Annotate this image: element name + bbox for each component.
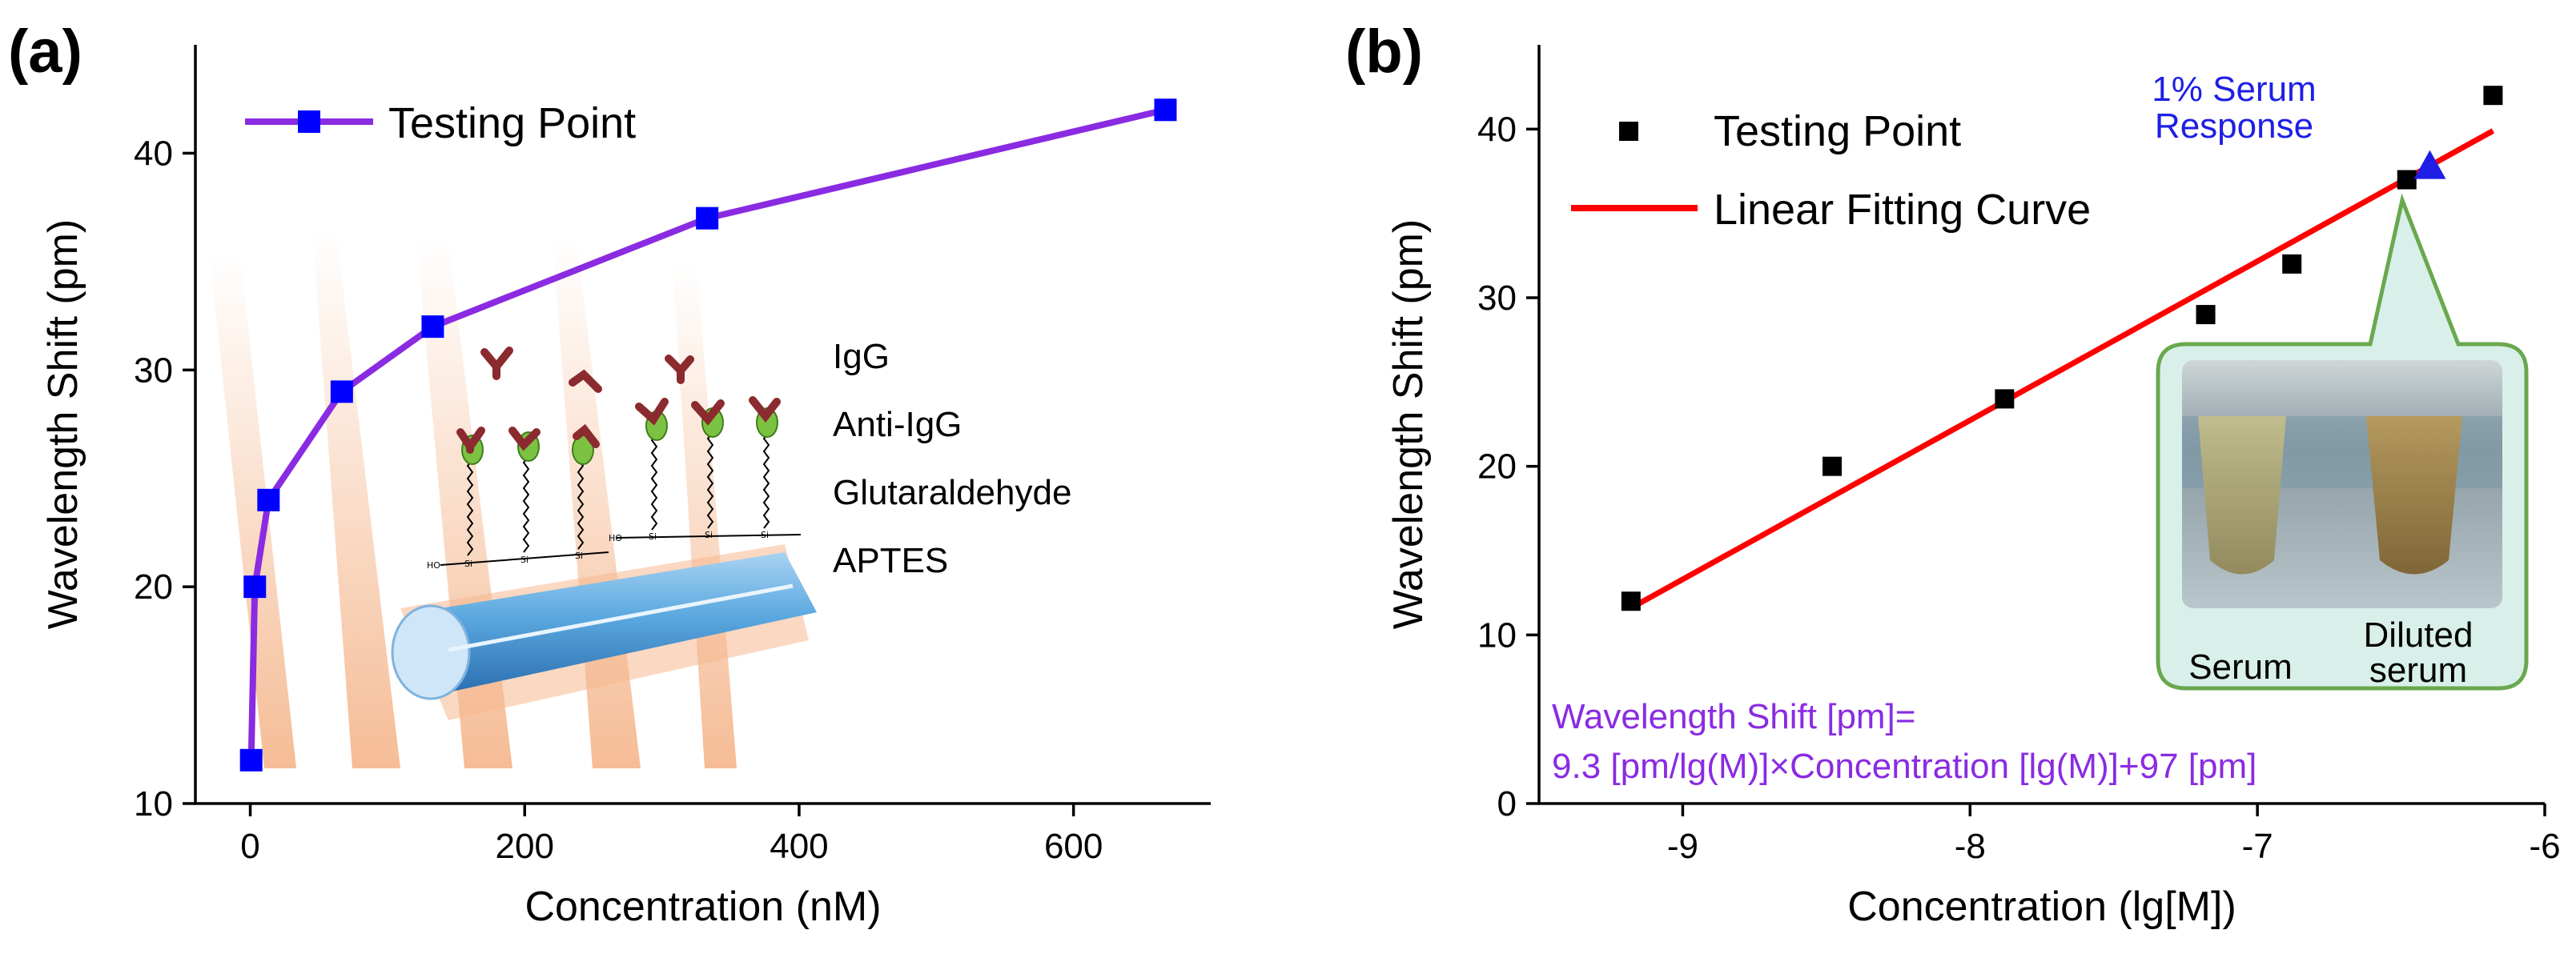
chem-si-3: Si <box>575 551 583 561</box>
panel-b-serum-response-point <box>2413 150 2446 179</box>
a-x-tick-label-1: 200 <box>496 827 554 866</box>
panel-a-x-ticks <box>248 804 1075 816</box>
layer-label-igg: IgG <box>833 337 890 376</box>
legend-a-label: Testing Point <box>388 99 636 147</box>
panel-b-series-linear-fit <box>1630 128 2495 611</box>
panel-b-point-3 <box>2196 305 2216 325</box>
panel-b-x-axis-label: Concentration (lg[M]) <box>1847 884 2236 930</box>
fiber-core-line <box>448 583 794 652</box>
panel-a-point-0 <box>239 748 263 772</box>
panel-a-label: (a) <box>8 18 82 86</box>
panel-b-x-tick-labels: -9 -8 -7 -6 <box>1667 827 2561 866</box>
a-y-tick-label-3: 40 <box>134 134 173 173</box>
panel-b: (b) -9 -8 -7 -6 0 10 20 30 40 Concentration (lg… <box>1345 18 2561 930</box>
b-y-tick-label-3: 30 <box>1477 279 1517 318</box>
panel-b-fit-line <box>1630 128 2495 611</box>
panel-a-series-testing-point <box>239 98 1177 772</box>
a-x-tick-label-0: 0 <box>240 827 259 866</box>
panel-b-point-2 <box>1995 389 2015 409</box>
chem-si-6: Si <box>761 530 769 540</box>
legend-b-fit-label: Linear Fitting Curve <box>1714 186 2091 234</box>
panel-a: (a) HO Si Si Si HO Si Si Si <box>8 18 1211 930</box>
panel-b-series-testing-point <box>1621 86 2503 611</box>
panel-b-label: (b) <box>1345 18 1423 86</box>
panel-b-legend: Testing Point Linear Fitting Curve <box>1571 107 2091 234</box>
light-beam-5 <box>673 264 737 768</box>
optical-fiber-end <box>391 604 471 700</box>
silane-backbone-2 <box>616 534 802 539</box>
a-x-tick-label-3: 600 <box>1044 827 1103 866</box>
b-x-tick-label-1: -8 <box>1955 827 1986 866</box>
panel-a-x-tick-labels: 0 200 400 600 <box>240 827 1103 866</box>
serum-response-label-line-1: 1% Serum <box>2152 70 2316 109</box>
panel-a-point-6 <box>1154 98 1177 122</box>
panel-b-point-0 <box>1621 591 1641 611</box>
chem-si-2: Si <box>520 555 528 565</box>
b-y-tick-label-4: 40 <box>1477 110 1517 149</box>
silane-backbone <box>440 551 609 566</box>
panel-b-point-6 <box>2483 86 2503 106</box>
b-y-tick-label-1: 10 <box>1477 615 1517 655</box>
a-y-tick-label-2: 30 <box>134 351 173 390</box>
layer-label-glutaraldehyde: Glutaraldehyde <box>833 473 1071 512</box>
inset-layer-labels: IgG Anti-IgG Glutaraldehyde APTES <box>833 337 1071 580</box>
panel-a-y-ticks <box>183 151 195 805</box>
b-y-tick-label-0: 0 <box>1497 784 1517 824</box>
fiber-biofunctionalization-illustration: HO Si Si Si HO Si Si Si <box>210 232 817 768</box>
layer-label-aptes: APTES <box>833 541 948 580</box>
chem-si-1: Si <box>464 559 472 569</box>
fit-equation-line-2: 9.3 [pm/lg(M)]×Concentration [lg(M)]+97 … <box>1552 747 2257 786</box>
legend-b-testing-point-label: Testing Point <box>1714 107 1961 155</box>
anti-igg-group <box>461 407 778 465</box>
linker-chains <box>466 431 770 556</box>
panel-a-y-tick-labels: 10 20 30 40 <box>134 134 173 824</box>
panel-a-x-axis-label: Concentration (nM) <box>524 884 881 930</box>
panel-a-point-3 <box>330 380 353 403</box>
panel-b-y-ticks <box>1526 127 1539 805</box>
b-x-tick-label-0: -9 <box>1667 827 1698 866</box>
tube-label-serum: Serum <box>2188 647 2293 687</box>
chem-ho-1: HO <box>427 560 440 571</box>
diluted-serum-tube <box>2366 416 2462 575</box>
b-y-tick-label-2: 20 <box>1477 447 1517 487</box>
panel-a-point-2 <box>257 488 280 511</box>
chem-si-4: Si <box>649 531 657 542</box>
tube-label-diluted: Diluted <box>2364 615 2474 655</box>
igg-antibody-group <box>456 347 781 454</box>
a-y-tick-label-1: 20 <box>134 567 173 607</box>
panel-a-point-5 <box>696 206 719 230</box>
legend-a-marker-sample <box>298 110 320 133</box>
panel-b-y-axis-label: Wavelength Shift (pm) <box>1385 219 1432 629</box>
b-x-tick-label-2: -7 <box>2242 827 2273 866</box>
a-x-tick-label-2: 400 <box>770 827 828 866</box>
serum-tube <box>2198 416 2286 575</box>
panel-a-point-1 <box>243 575 267 599</box>
panel-b-point-5 <box>2397 170 2417 190</box>
serum-photo-callout: Serum Diluted serum <box>2156 193 2529 691</box>
light-beam-1 <box>210 256 296 768</box>
panel-a-point-4 <box>421 315 444 339</box>
panel-b-point-4 <box>2282 254 2302 274</box>
panel-b-x-ticks <box>1681 804 2546 816</box>
tube-label-diluted-serum: serum <box>2369 651 2467 690</box>
a-y-tick-label-0: 10 <box>134 784 173 824</box>
optical-fiber-body <box>416 552 817 692</box>
chem-ho-2: HO <box>609 533 622 543</box>
chem-si-5: Si <box>705 530 713 540</box>
legend-b-marker-sample <box>1619 122 1638 141</box>
layer-label-anti-igg: Anti-IgG <box>833 405 962 444</box>
fit-equation-line-1: Wavelength Shift [pm]= <box>1552 697 1915 736</box>
serum-response-label-line-2: Response <box>2155 106 2313 146</box>
b-x-tick-label-3: -6 <box>2529 827 2560 866</box>
panel-b-serum-response-marker <box>2413 150 2446 179</box>
panel-b-point-1 <box>1822 456 1843 476</box>
light-beam-2 <box>312 232 400 768</box>
panel-a-legend: Testing Point <box>245 99 636 147</box>
panel-b-y-tick-labels: 0 10 20 30 40 <box>1477 110 1517 824</box>
panel-a-y-axis-label: Wavelength Shift (pm) <box>40 219 86 629</box>
